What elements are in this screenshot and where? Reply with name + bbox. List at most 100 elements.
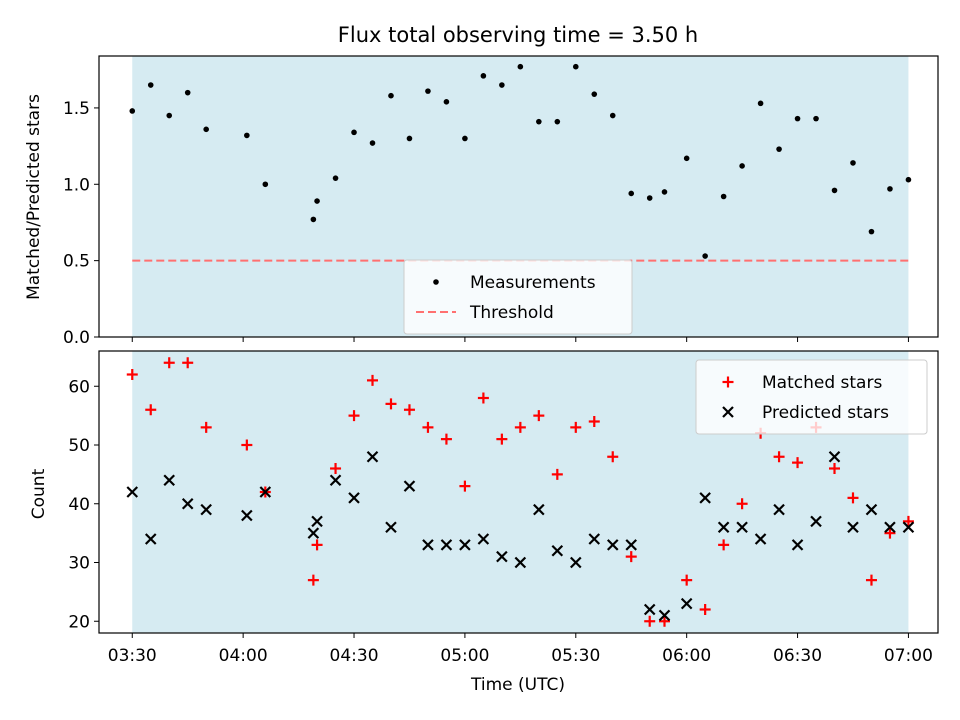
matched-stars-point	[902, 515, 914, 527]
measurements-point	[244, 132, 250, 139]
predicted-stars-point	[385, 521, 397, 534]
y-tick-label: 50	[68, 436, 90, 456]
matched-stars-point	[718, 539, 730, 551]
measurements-point	[554, 118, 561, 125]
predicted-stars-point	[658, 609, 671, 622]
matched-stars-point	[403, 404, 415, 416]
measurements-point	[850, 160, 856, 166]
matched-stars-point	[792, 457, 804, 469]
y-tick-label: 0.0	[63, 328, 90, 348]
x-tick-label: 05:00	[440, 646, 489, 666]
legend: Matched stars Predicted stars	[695, 359, 928, 435]
predicted-stars-point	[533, 503, 545, 516]
measurements-point	[517, 63, 524, 70]
predicted-stars-point	[496, 550, 508, 563]
matched-stars-point	[307, 574, 319, 586]
x-tick-label: 03:30	[108, 646, 157, 666]
measurements-point	[702, 253, 708, 259]
matched-stars-point	[241, 439, 253, 451]
legend: Measurements Threshold	[403, 259, 633, 335]
bottom-panel: 20 30 40 50 60 03:30 04:00 04:30 05:00 05:30 06:00…	[68, 350, 939, 666]
predicted-stars-point	[884, 521, 896, 534]
predicted-stars-point	[865, 503, 878, 516]
predicted-stars-point	[403, 480, 416, 492]
predicted-stars-point	[643, 603, 656, 616]
matched-stars-point	[865, 574, 877, 586]
predicted-stars-point	[828, 450, 841, 463]
matched-stars-point	[200, 421, 212, 433]
predicted-stars-point	[791, 539, 804, 551]
measurements-point	[536, 118, 542, 125]
matched-stars-point	[477, 392, 489, 404]
legend-label-threshold: Threshold	[469, 303, 554, 323]
predicted-stars-point	[810, 515, 822, 528]
predicted-stars-point	[773, 503, 785, 516]
x-tick-label: 04:30	[330, 646, 379, 666]
measurements-point	[831, 187, 838, 194]
measurements-point	[425, 88, 431, 94]
predicted-stars-point	[736, 521, 748, 534]
y-tick-label: 1.0	[63, 175, 90, 195]
measurements-point	[351, 129, 357, 136]
top-panel: 0.0 0.5 1.0 1.5 Measurements Threshold	[63, 55, 939, 348]
series-predicted-stars	[126, 450, 915, 622]
predicted-stars-point	[588, 533, 601, 545]
matched-stars-point	[736, 498, 748, 510]
measurements-point	[646, 195, 653, 201]
predicted-stars-point	[241, 509, 253, 522]
predicted-stars-point	[144, 533, 157, 545]
legend-label-matched-stars: Matched stars	[762, 373, 882, 393]
predicted-stars-point	[699, 492, 711, 504]
axes-frame	[98, 55, 939, 338]
y-tick-label: 1.5	[63, 99, 90, 119]
matched-stars-point	[551, 468, 563, 480]
measurements-point	[591, 91, 598, 97]
measurements-point	[369, 140, 376, 146]
measurements-point	[262, 181, 269, 188]
predicted-stars-point	[477, 533, 490, 545]
measurements-point	[794, 115, 801, 122]
predicted-stars-point	[307, 527, 320, 539]
predicted-stars-point	[902, 521, 915, 534]
axes-frame	[98, 350, 939, 634]
matched-stars-point	[182, 357, 194, 369]
matched-stars-point	[348, 410, 360, 422]
matched-stars-point	[145, 404, 157, 416]
measurements-point	[683, 155, 690, 162]
matched-stars-point	[496, 433, 508, 445]
y-tick-label: 30	[68, 554, 90, 574]
predicted-stars-point	[181, 497, 194, 510]
matched-stars-point	[699, 604, 711, 615]
x-tick-label: 05:30	[551, 646, 600, 666]
measurements-point	[203, 126, 209, 133]
predicted-stars-point	[366, 450, 379, 463]
matched-stars-point	[681, 574, 693, 586]
legend-label-measurements: Measurements	[470, 273, 596, 293]
predicted-stars-point	[551, 544, 564, 557]
predicted-stars-point	[514, 556, 527, 569]
predicted-stars-point	[259, 486, 272, 498]
x-tick-label: 07:00	[884, 646, 933, 666]
predicted-stars-point	[606, 539, 619, 551]
matched-stars-point	[884, 527, 896, 539]
measurements-point	[868, 228, 875, 235]
measurements-point	[314, 198, 320, 204]
measurements-point	[609, 112, 616, 119]
x-axis-label: Time (UTC)	[470, 675, 565, 695]
matched-stars-point	[644, 615, 656, 627]
y-tick-label: 20	[68, 612, 90, 632]
legend-swatch-measurements	[433, 279, 439, 285]
matched-stars-point	[311, 539, 323, 551]
matched-stars-point	[847, 492, 859, 504]
matched-stars-point	[829, 463, 841, 474]
predicted-stars-point	[847, 521, 859, 534]
x-tick-label: 06:30	[773, 646, 822, 666]
measurements-point	[332, 175, 339, 181]
y-tick-label: 40	[68, 495, 90, 515]
measurements-point	[129, 108, 136, 114]
matched-stars-point	[367, 374, 379, 386]
matched-stars-point	[422, 421, 434, 433]
predicted-stars-point	[200, 503, 212, 516]
measurements-point	[462, 135, 468, 142]
measurements-point	[739, 163, 745, 169]
